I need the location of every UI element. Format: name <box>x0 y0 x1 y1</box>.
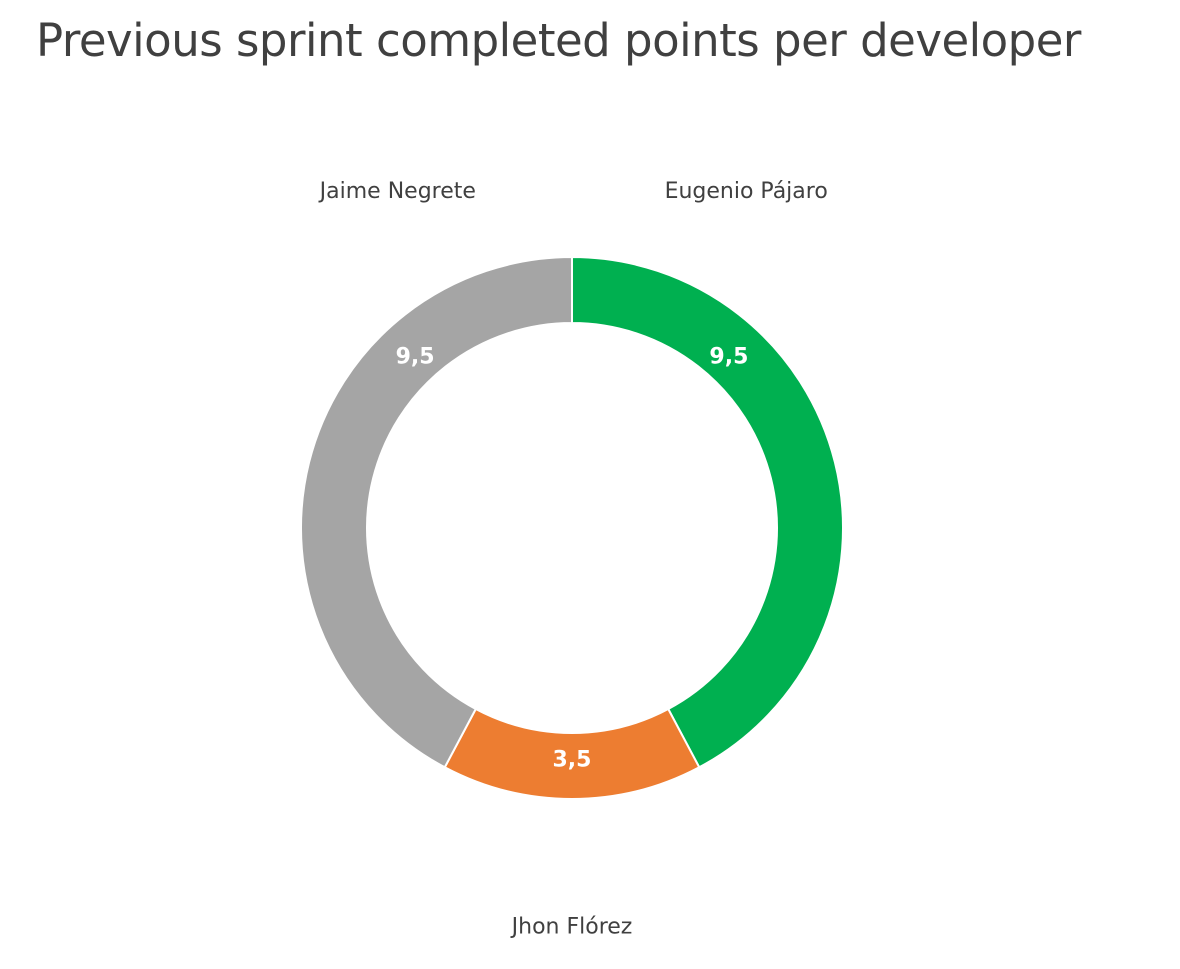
category-label-jhon-florez: Jhon Flórez <box>510 915 633 940</box>
value-label-eugenio-pajaro: 9,5 <box>709 345 748 370</box>
category-label-eugenio-pajaro: Eugenio Pájaro <box>665 179 828 204</box>
donut-slices <box>300 255 844 801</box>
value-label-jaime-negrete: 9,5 <box>396 345 435 370</box>
value-label-jhon-florez: 3,5 <box>553 748 592 773</box>
category-label-jaime-negrete: Jaime Negrete <box>318 179 476 204</box>
slice-eugenio-pajaro <box>571 255 844 769</box>
chart-title: Previous sprint completed points per dev… <box>36 14 1081 67</box>
donut-labels: 9,5 Eugenio Pájaro 3,5 Jhon Flórez 9,5 Jaime … <box>318 179 828 940</box>
slice-jaime-negrete <box>300 255 573 769</box>
